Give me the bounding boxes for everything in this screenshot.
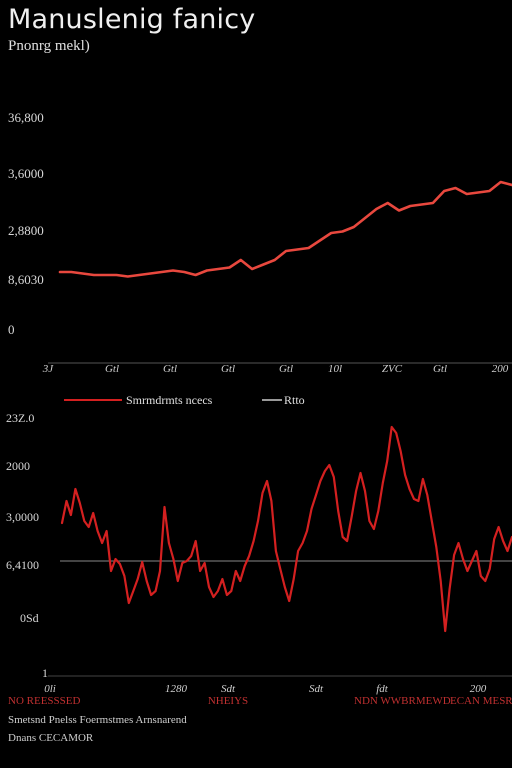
y-tick-label-top: 36,800 [8,110,44,125]
x-tick-label-bottom: 0li [44,683,56,695]
x-tick-label-bottom: fdt [376,683,389,695]
x-tick-label-top: ZVC [382,363,403,375]
x-category-label: NDN WWBRMEWD [354,695,451,707]
y-tick-label-bottom: 0Sd [20,611,39,625]
x-tick-label-top: Gtl [279,363,293,375]
x-tick-label-top: Gtl [221,363,235,375]
y-tick-label-top: 3,6000 [8,166,44,181]
y-tick-label-bottom: 2000 [6,459,30,473]
y-tick-label-top: 2,8800 [8,223,44,238]
y-tick-label-top: 0 [8,322,15,337]
footer-note-line: Dnans CECAMOR [8,732,94,744]
y-tick-label-top: 8,6030 [8,272,44,287]
x-tick-label-top: 200 [492,363,509,375]
series-line-bottom [60,425,512,633]
y-tick-label-bottom: 23Z.0 [6,411,34,425]
chart-subtitle: Pnonrg mekl) [8,38,90,54]
x-tick-label-bottom: 200 [470,683,487,695]
y-tick-label-bottom: 3,0000 [6,510,39,524]
x-tick-label-top: 3J [42,363,55,375]
series-line-top [58,180,512,278]
y-tick-label-bottom: 1 [42,666,48,680]
footer-source-line: Smetsnd Pnelss Foermstmes Arnsnarend [8,714,187,726]
x-category-label: ECAN MESRE [450,695,512,707]
legend-label: Smrmdrmts ncecs [126,393,213,407]
x-tick-label-top: Gtl [105,363,119,375]
chart-title: Manuslenig fanicy [8,4,256,35]
x-category-label: NHEIYS [208,695,248,707]
x-tick-label-top: Gtl [163,363,177,375]
y-tick-label-bottom: 6,4100 [6,558,39,572]
x-tick-label-bottom: Sdt [221,683,236,695]
x-tick-label-bottom: Sdt [309,683,324,695]
x-tick-label-bottom: 1280 [165,683,188,695]
x-category-label: NO REESSSED [8,695,80,707]
x-tick-label-top: Gtl [433,363,447,375]
x-tick-label-top: 10l [328,363,342,375]
legend-label: Rtto [284,393,305,407]
